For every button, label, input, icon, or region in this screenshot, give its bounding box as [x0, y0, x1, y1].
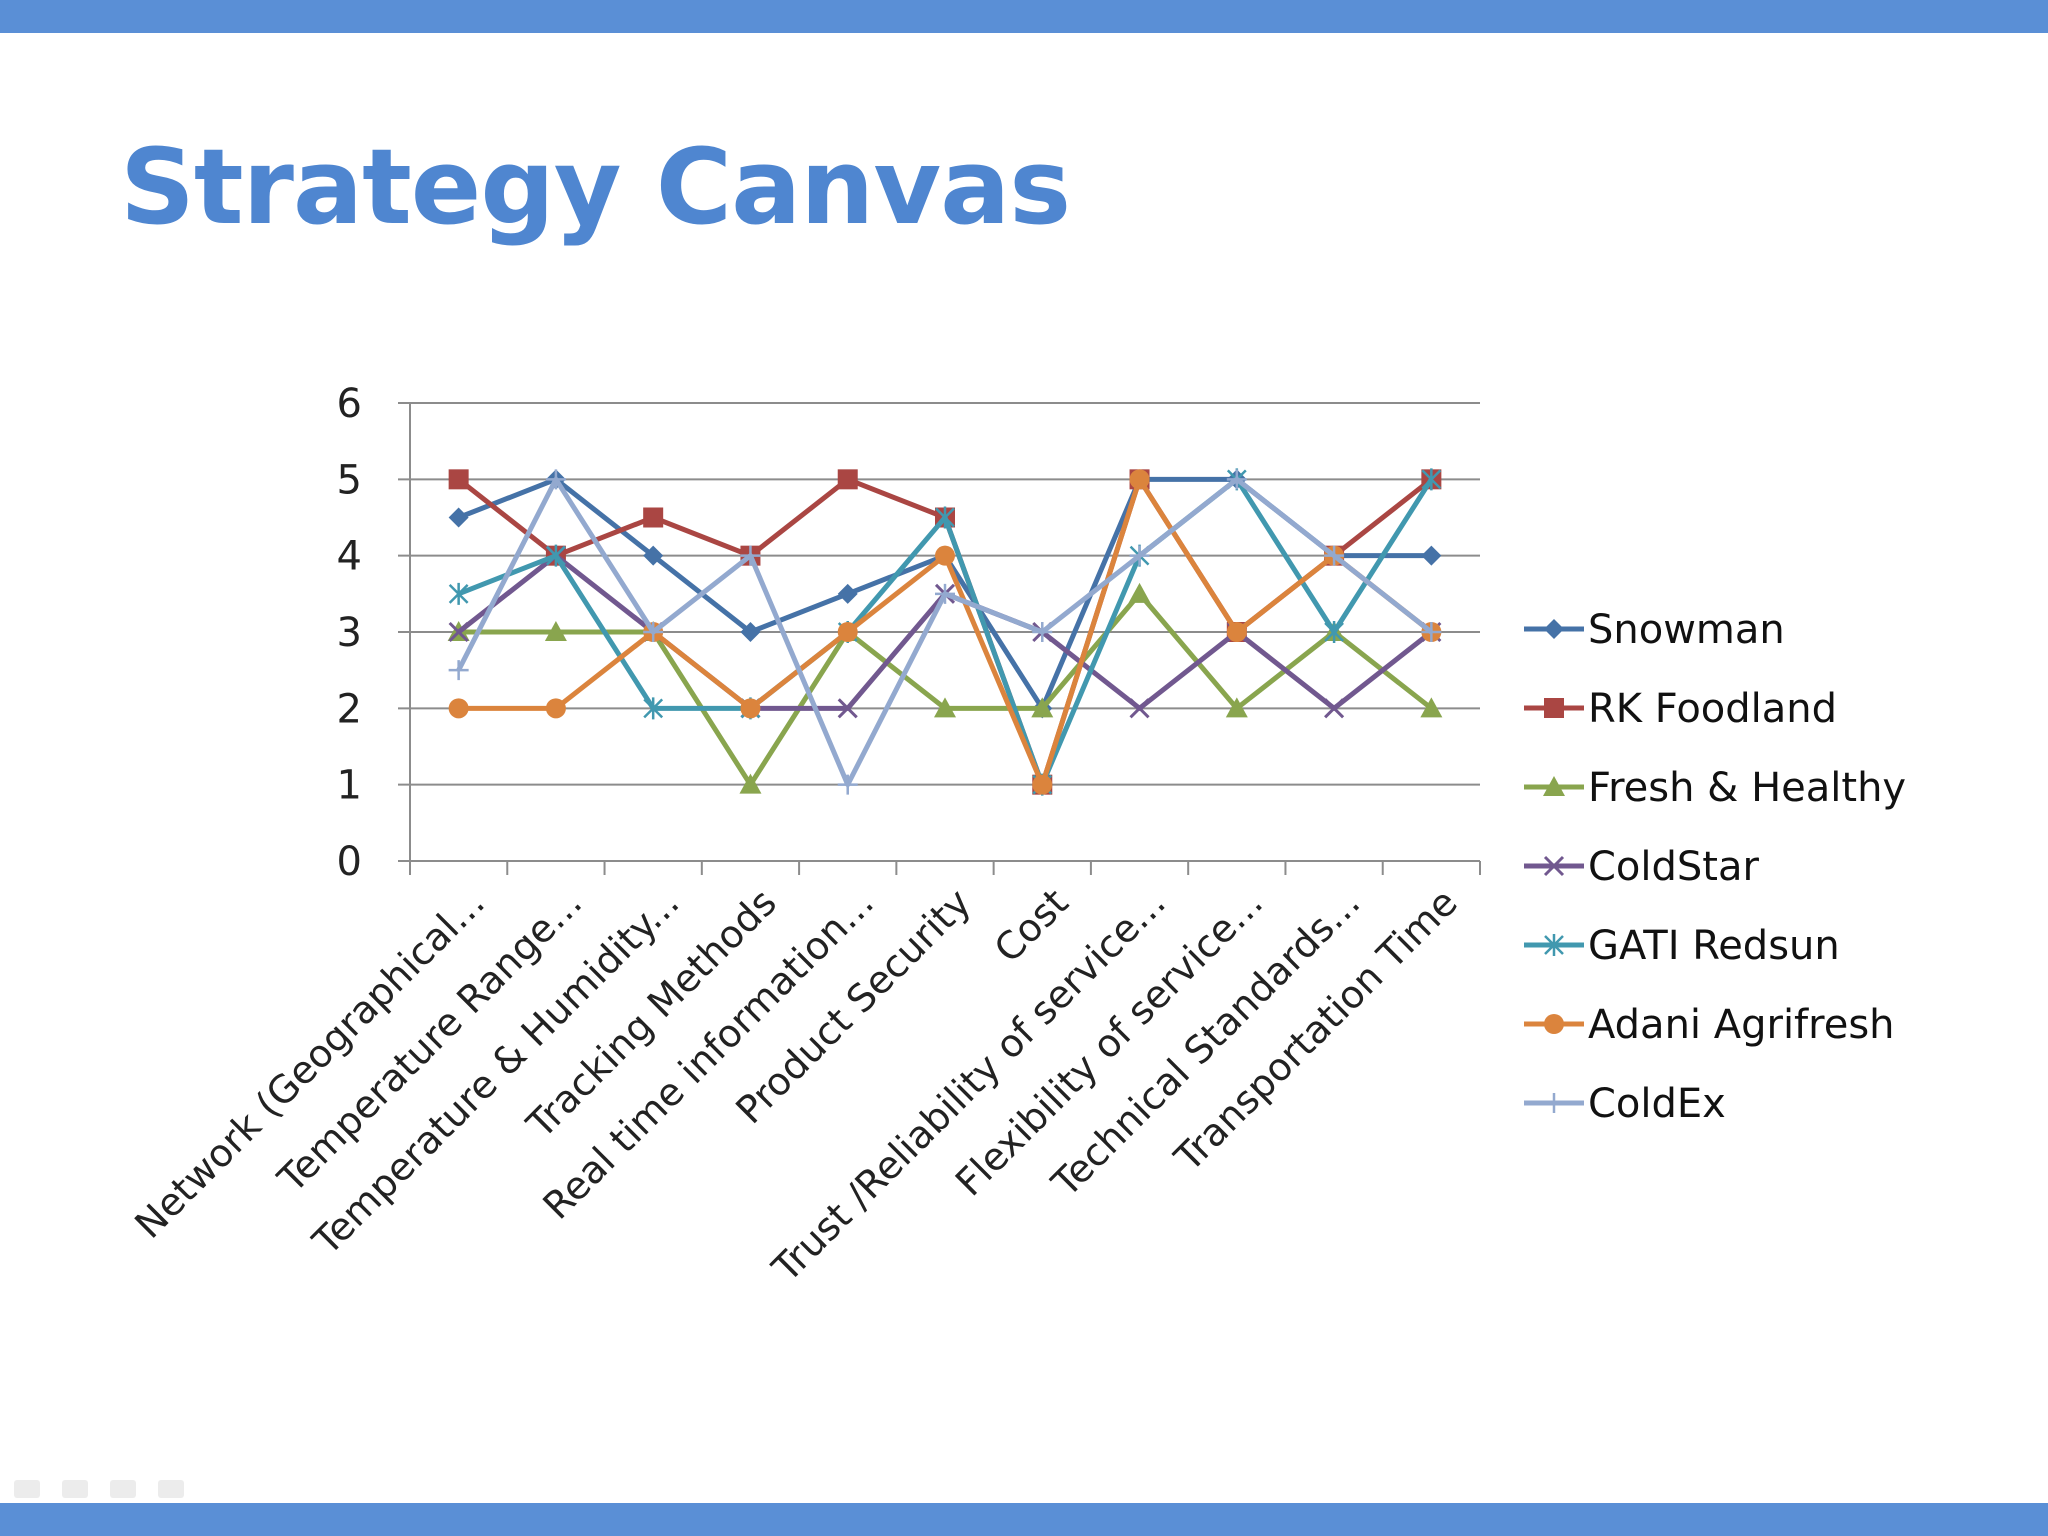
data-point [1421, 622, 1442, 642]
data-point [935, 506, 955, 529]
data-point [837, 469, 858, 490]
data-point [448, 469, 469, 490]
x-category-label: Temperature & Humidity... [304, 880, 688, 1264]
data-point [1129, 469, 1150, 490]
legend-marker [1543, 855, 1565, 877]
data-point [1129, 545, 1150, 566]
legend-marker [1544, 934, 1564, 956]
y-tick-label: 0 [337, 839, 362, 885]
legend-marker [1543, 776, 1565, 796]
data-point [837, 583, 858, 604]
data-point [1129, 698, 1150, 719]
y-tick-label: 5 [337, 457, 362, 503]
legend-label: Adani Agrifresh [1588, 1002, 1895, 1048]
bottom-accent-bar [0, 1503, 2048, 1536]
data-point [1420, 697, 1443, 718]
data-point [1128, 582, 1151, 603]
legend-label: Snowman [1588, 607, 1785, 653]
chart-legend: Snowman RK Foodland Fresh & Healthy ColdSta… [1524, 607, 1906, 1127]
data-point [837, 622, 858, 642]
data-point [544, 621, 567, 641]
data-point [1421, 468, 1442, 491]
slide-title: Strategy Canvas [120, 126, 1071, 248]
chart-series [447, 468, 1443, 796]
data-point [1225, 697, 1248, 718]
series-fresh-healthy [447, 582, 1443, 794]
data-point [740, 622, 761, 642]
legend-marker [1544, 619, 1564, 639]
data-point [739, 773, 762, 794]
legend-label: RK Foodland [1588, 686, 1837, 732]
y-tick-label: 3 [337, 610, 362, 656]
legend-label: GATI Redsun [1588, 923, 1840, 969]
data-point [1421, 545, 1442, 566]
y-tick-label: 4 [337, 534, 362, 580]
data-point [545, 469, 566, 490]
y-tick-label: 2 [337, 686, 362, 732]
data-point [1226, 622, 1247, 642]
data-point [1031, 697, 1054, 718]
data-point [935, 583, 955, 604]
data-point [448, 660, 469, 681]
pen-icon[interactable] [62, 1480, 88, 1498]
next-slide-icon[interactable] [158, 1480, 184, 1498]
data-point [1324, 698, 1345, 719]
data-point [448, 621, 469, 643]
data-point [643, 507, 664, 528]
series-line [458, 591, 1433, 788]
data-point [1032, 774, 1053, 795]
legend-item: Fresh & Healthy [1524, 765, 1906, 811]
data-point [545, 698, 566, 719]
legend-label: Fresh & Healthy [1588, 765, 1906, 811]
data-point [837, 698, 858, 719]
y-tick-label: 1 [337, 763, 362, 809]
data-point [643, 697, 664, 720]
data-point [1226, 469, 1247, 490]
legend-item: GATI Redsun [1524, 923, 1840, 969]
legend-item: ColdStar [1524, 844, 1759, 890]
legend-item: Snowman [1524, 607, 1785, 653]
data-point [546, 544, 566, 567]
legend-label: ColdEx [1588, 1081, 1726, 1127]
series-adani-agrifresh [448, 469, 1442, 795]
legend-item: RK Foodland [1524, 686, 1837, 732]
legend-item: ColdEx [1524, 1081, 1726, 1127]
x-category-label: Cost [986, 880, 1077, 971]
data-point [740, 698, 761, 719]
data-point [837, 774, 858, 795]
series-coldex [448, 469, 1442, 795]
chart-gridlines [398, 402, 1480, 786]
slideshow-nav-controls [14, 1480, 184, 1498]
menu-icon[interactable] [110, 1480, 136, 1498]
data-point [935, 545, 955, 566]
data-point [934, 697, 956, 718]
data-point [448, 698, 469, 719]
data-point [1032, 622, 1053, 642]
data-point [448, 582, 469, 605]
data-point [643, 622, 664, 642]
data-point [448, 507, 469, 528]
data-point [740, 545, 761, 566]
data-point [643, 545, 664, 566]
legend-marker [1544, 1093, 1564, 1113]
legend-label: ColdStar [1588, 844, 1759, 890]
data-point [1324, 621, 1344, 643]
legend-item: Adani Agrifresh [1524, 1002, 1895, 1048]
top-accent-bar [0, 0, 2048, 33]
legend-marker [1544, 698, 1564, 718]
legend-marker [1544, 1014, 1564, 1034]
data-point [1324, 545, 1345, 566]
prev-slide-icon[interactable] [14, 1480, 40, 1498]
y-tick-label: 6 [337, 381, 362, 427]
